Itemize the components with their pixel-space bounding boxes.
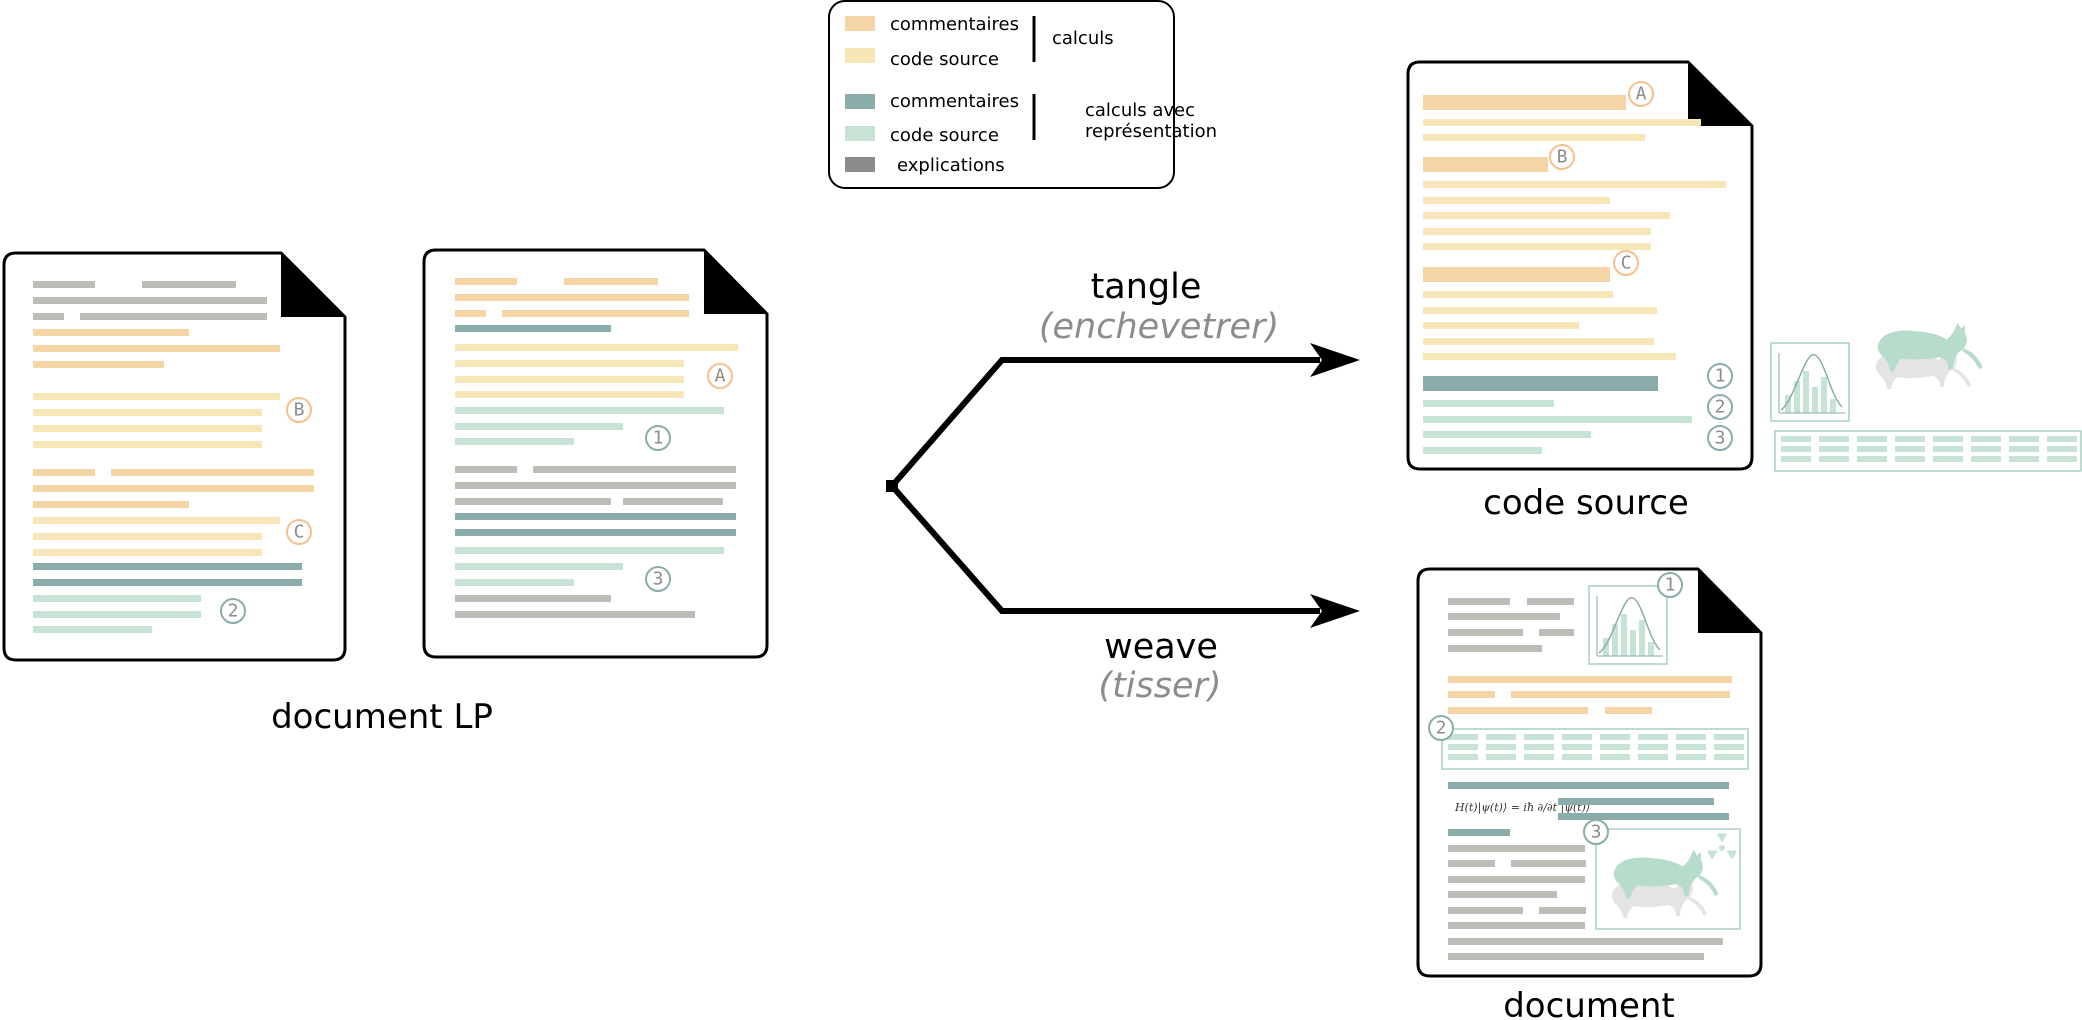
lp-page-2-corner [704,250,767,314]
svg-text:3: 3 [1715,428,1726,449]
marker-b-source: B [1549,144,1575,170]
marker-2-source: 2 [1707,394,1733,420]
svg-text:A: A [1636,84,1647,105]
marker-2-lp: 2 [220,598,246,624]
svg-text:3: 3 [653,569,664,590]
document-page-corner [1698,569,1761,633]
document-animals [1595,828,1741,930]
legend-group-repr-line2: représentation [1085,121,1217,142]
svg-text:B: B [1557,147,1568,168]
source-code-page: A B C 1 2 3 [1406,60,1754,471]
legend-label-comment-repr: commentaires [890,91,1019,112]
legend-label-source-repr: code source [890,125,999,146]
tangle-gloss: (enchevetrer) [1039,307,1279,347]
source-page-corner [1688,62,1752,126]
lp-page-2: A 1 3 [422,248,769,659]
lp-page-1-outline [2,251,347,662]
svg-text:1: 1 [653,428,664,449]
weave-arrowhead [1310,594,1360,628]
legend-swatch-source-repr [845,126,875,141]
source-output-animals [1875,323,1983,389]
marker-3-document: 3 [1583,819,1609,845]
legend-swatch-comment-repr [845,94,875,109]
legend-swatch-explanation [845,157,875,172]
svg-text:A: A [715,366,726,387]
woven-document-page: 1 2 H(t)|ψ(t)⟩ = iħ ∂/∂t |ψ(t)⟩ [1416,567,1763,978]
tangle-arrowhead [1310,343,1360,377]
tangle-label: tangle [1091,267,1202,307]
marker-a-lp: A [707,363,733,389]
caption-source-code: code source [1483,483,1689,523]
svg-text:1: 1 [1665,575,1676,596]
legend-label-comment-calc: commentaires [890,14,1019,35]
legend-label-explanation: explications [897,155,1005,176]
weave-arrow-line [889,484,1320,614]
svg-text:3: 3 [1591,822,1602,843]
source-output-table [1774,430,2082,472]
marker-2-document: 2 [1428,715,1454,741]
tangle-arrow-line [889,357,1320,488]
legend-label-source-calc: code source [890,49,999,70]
legend-group-repr-line1: calculs avec [1085,100,1195,121]
marker-3-lp: 3 [645,566,671,592]
lp-page-2-outline [422,248,769,659]
caption-lp-document: document LP [271,697,493,737]
marker-1-lp: 1 [645,425,671,451]
legend-group-calc: calculs [1052,28,1114,49]
svg-text:C: C [294,522,305,543]
document-formula: H(t)|ψ(t)⟩ = iħ ∂/∂t |ψ(t)⟩ [1454,801,1590,815]
svg-text:2: 2 [228,601,239,622]
svg-text:B: B [294,400,305,421]
weave-gloss: (tisser) [1098,666,1221,706]
marker-3-source: 3 [1707,425,1733,451]
legend-swatch-comment-calc [845,16,875,31]
legend-swatch-source-calc [845,48,875,63]
lp-page-1: B C 2 [2,251,347,662]
svg-text:2: 2 [1436,718,1447,739]
marker-c-source: C [1613,250,1639,276]
svg-text:1: 1 [1715,366,1726,387]
legend-box [828,0,1175,189]
marker-1-source: 1 [1707,363,1733,389]
marker-b-lp: B [286,397,312,423]
document-chart [1588,585,1668,665]
svg-text:C: C [1621,253,1632,274]
marker-c-lp: C [286,519,312,545]
radiation-icon [1707,833,1737,860]
lp-page-1-corner [281,253,345,317]
legend: commentaires code source calculs comment… [828,0,1217,189]
source-output-chart [1770,342,1850,422]
caption-document: document [1503,986,1675,1020]
weave-label: weave [1104,627,1218,667]
document-table [1441,728,1749,770]
fork-arrows [886,343,1360,628]
marker-1-document: 1 [1657,572,1683,598]
marker-a-source: A [1628,81,1654,107]
svg-text:2: 2 [1715,397,1726,418]
